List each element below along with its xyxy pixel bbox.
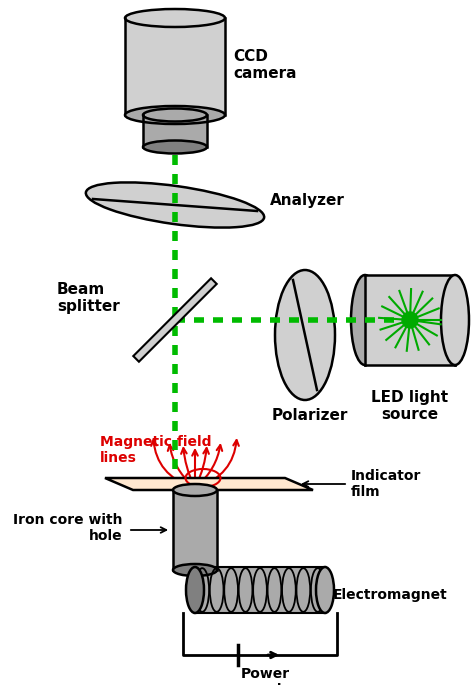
- Circle shape: [402, 312, 418, 328]
- Ellipse shape: [186, 567, 204, 613]
- Ellipse shape: [143, 108, 207, 121]
- Text: Analyzer: Analyzer: [270, 192, 345, 208]
- Bar: [173, 490, 217, 570]
- Bar: [143, 115, 207, 147]
- Text: Beam
splitter: Beam splitter: [57, 282, 120, 314]
- Ellipse shape: [125, 9, 225, 27]
- Ellipse shape: [441, 275, 469, 365]
- Ellipse shape: [275, 270, 335, 400]
- Polygon shape: [105, 478, 313, 490]
- Text: Indicator
film: Indicator film: [351, 469, 421, 499]
- Bar: [365, 275, 455, 365]
- Ellipse shape: [173, 484, 217, 496]
- Ellipse shape: [143, 140, 207, 153]
- Bar: [133, 278, 217, 362]
- Ellipse shape: [125, 106, 225, 124]
- Text: LED light
source: LED light source: [372, 390, 448, 423]
- Ellipse shape: [316, 567, 334, 613]
- Text: CCD
camera: CCD camera: [233, 49, 297, 82]
- Ellipse shape: [173, 564, 217, 576]
- Text: Power
supply: Power supply: [239, 667, 291, 685]
- Bar: [125, 18, 225, 115]
- Text: Electromagnet: Electromagnet: [333, 588, 448, 602]
- Ellipse shape: [86, 182, 264, 227]
- Bar: [195, 567, 325, 613]
- Text: Polarizer: Polarizer: [272, 408, 348, 423]
- Text: Iron core with
hole: Iron core with hole: [13, 513, 123, 543]
- Text: Magnetic field
lines: Magnetic field lines: [100, 435, 211, 465]
- Ellipse shape: [351, 275, 379, 365]
